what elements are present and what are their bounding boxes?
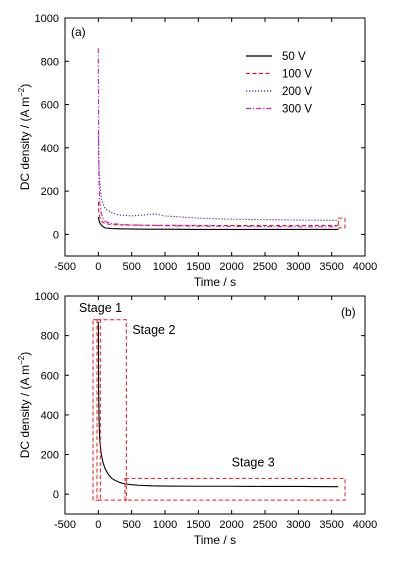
panel-a: -500 0 500 1000 1500 2000 2500 3000 3500 4000 0 200… bbox=[17, 13, 377, 289]
axes-frame bbox=[64, 295, 366, 515]
x-tick-label: 2500 bbox=[253, 519, 277, 531]
x-tick-label: 1500 bbox=[186, 519, 210, 531]
y-axis-title: DC density / (A m−2) bbox=[17, 84, 32, 190]
series-line-300v bbox=[97, 48, 339, 228]
x-tick-label: 4000 bbox=[353, 261, 377, 273]
stage-3-label: Stage 3 bbox=[232, 455, 275, 469]
plot-area bbox=[97, 321, 339, 488]
x-axis-title: Time / s bbox=[194, 533, 236, 547]
x-tick-label: 1000 bbox=[153, 519, 177, 531]
x-tick-label: 2000 bbox=[219, 261, 243, 273]
legend-label: 200 V bbox=[282, 86, 312, 98]
legend-label: 100 V bbox=[282, 69, 312, 81]
x-tick-label: 0 bbox=[95, 261, 101, 273]
y-tick-label: 200 bbox=[41, 450, 59, 462]
stage-3-box bbox=[124, 477, 346, 501]
series-line-50v bbox=[97, 216, 339, 230]
y-tick-label: 400 bbox=[41, 143, 59, 155]
y-tick-label: 800 bbox=[41, 56, 59, 68]
legend: 50 V 100 V 200 V 300 V bbox=[246, 51, 312, 116]
x-tick-label: 1000 bbox=[153, 261, 177, 273]
stage-2-label: Stage 2 bbox=[132, 323, 175, 337]
y-tick-label: 800 bbox=[41, 331, 59, 343]
annotation-box bbox=[337, 217, 346, 229]
panel-b: Stage 1 Stage 2 Stage 3 -500 0 500 1000 1500 200… bbox=[17, 291, 377, 547]
legend-label: 50 V bbox=[282, 51, 306, 63]
y-tick-label: 1000 bbox=[35, 13, 59, 25]
x-tick-label: 3000 bbox=[286, 519, 310, 531]
y-axis-title: DC density / (A m−2) bbox=[17, 352, 32, 458]
y-tick-label: 0 bbox=[53, 489, 59, 501]
x-tick-label: 3500 bbox=[319, 261, 343, 273]
y-tick-label: 200 bbox=[41, 186, 59, 198]
x-tick-label: 2500 bbox=[253, 261, 277, 273]
y-tick-label: 600 bbox=[41, 370, 59, 382]
y-tick-label: 1000 bbox=[35, 291, 59, 303]
legend-label: 300 V bbox=[282, 104, 312, 116]
y-tick-label: 600 bbox=[41, 100, 59, 112]
x-tick-label: 2000 bbox=[219, 519, 243, 531]
axes-frame bbox=[64, 17, 366, 257]
x-tick-label: 500 bbox=[122, 519, 140, 531]
x-tick-label: 3000 bbox=[286, 261, 310, 273]
stage-2-box bbox=[96, 319, 127, 501]
series-line-main bbox=[97, 321, 339, 488]
x-tick-label: 500 bbox=[122, 261, 140, 273]
x-tick-label: -500 bbox=[54, 261, 76, 273]
stage-1-label: Stage 1 bbox=[79, 301, 122, 315]
y-tick-label: 400 bbox=[41, 410, 59, 422]
series-line-100v bbox=[97, 201, 339, 227]
panel-label: (a) bbox=[71, 25, 86, 39]
panel-label: (b) bbox=[341, 305, 356, 319]
x-tick-label: 0 bbox=[95, 519, 101, 531]
x-tick-label: 4000 bbox=[353, 519, 377, 531]
series-line-200v bbox=[97, 132, 339, 221]
x-tick-label: 1500 bbox=[186, 261, 210, 273]
y-tick-label: 0 bbox=[53, 229, 59, 241]
plot-area bbox=[97, 48, 339, 230]
x-tick-label: -500 bbox=[54, 519, 76, 531]
x-tick-label: 3500 bbox=[319, 519, 343, 531]
x-axis-title: Time / s bbox=[194, 275, 236, 289]
